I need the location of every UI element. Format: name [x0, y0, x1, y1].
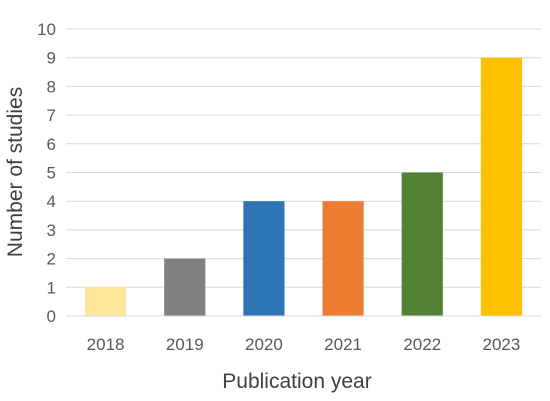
y-tick-label: 1: [47, 278, 56, 297]
x-tick-labels: 2018 2019 2020 2021 2022 2023: [87, 335, 521, 354]
x-tick-label: 2018: [87, 335, 125, 354]
y-tick-label: 8: [47, 77, 56, 96]
gridlines: [66, 28, 541, 288]
bar-2021: [322, 201, 364, 316]
y-tick-label: 6: [47, 135, 56, 154]
x-tick-label: 2022: [403, 335, 441, 354]
y-tick-label: 10: [37, 20, 56, 39]
y-axis-title: Number of studies: [4, 87, 27, 257]
x-axis-title: Publication year: [222, 370, 371, 393]
bar-2018: [85, 287, 127, 316]
y-tick-label: 9: [47, 49, 56, 68]
y-tick-labels: 0 1 2 3 4 5 6 7 8 9 10: [37, 20, 56, 326]
y-tick-label: 4: [47, 192, 56, 211]
y-tick-label: 5: [47, 164, 56, 183]
y-tick-label: 2: [47, 250, 56, 269]
bar-2022: [401, 172, 443, 316]
x-tick-label: 2021: [324, 335, 362, 354]
y-tick-label: 3: [47, 221, 56, 240]
bar-2020: [243, 201, 285, 316]
x-tick-label: 2020: [245, 335, 283, 354]
bar-2019: [164, 258, 206, 316]
x-tick-label: 2023: [483, 335, 521, 354]
bar-2023: [480, 57, 522, 316]
x-tick-label: 2019: [166, 335, 204, 354]
bars: [85, 57, 522, 316]
y-tick-label: 7: [47, 106, 56, 125]
y-tick-label: 0: [47, 307, 56, 326]
